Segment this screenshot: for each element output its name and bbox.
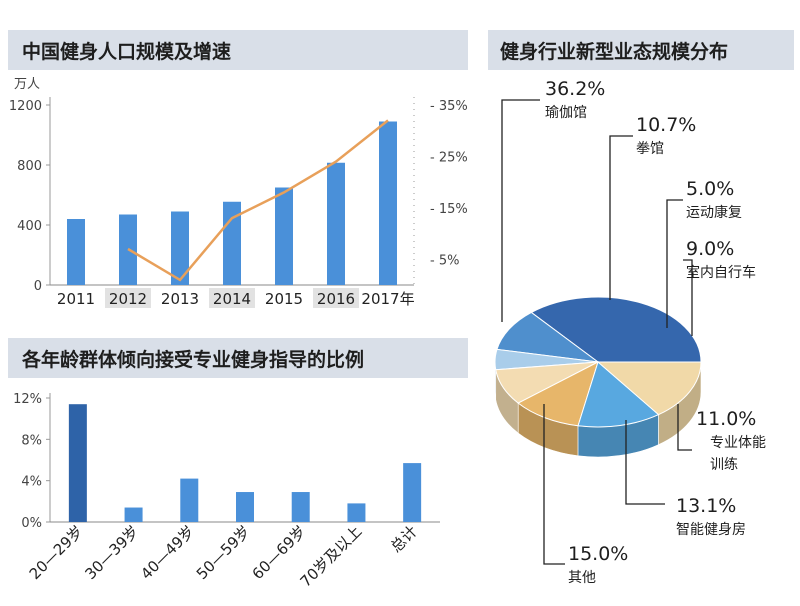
chart1-y2-tick-label: - 25% [430, 150, 468, 165]
chart1-bar [67, 219, 85, 285]
chart1-y2-ticks: - 5% - 15% - 25% - 35% [430, 99, 468, 268]
chart1-bar [327, 162, 345, 285]
pie-leader-line [625, 420, 665, 505]
pie-slice [517, 361, 599, 427]
pie-slices [494, 296, 702, 428]
chart1-x-ticks: 2011 2012 2013 2014 2015 2016 2017年 [57, 290, 415, 308]
pie-pct-label: 15.0% [568, 543, 628, 565]
pie-leader-line [501, 99, 540, 322]
pie-category-label: 专业体能 [710, 435, 766, 451]
pie-pct-label: 11.0% [696, 408, 756, 430]
pie-category-label: 其他 [568, 570, 596, 586]
chart1-y-tick-label: 400 [17, 219, 42, 234]
chart1-x-tick-label: 2013 [161, 290, 199, 308]
chart1-bar [275, 187, 293, 285]
pie-leader-line [677, 404, 692, 451]
pie-category-label: 训练 [710, 457, 738, 473]
chart2-bar [236, 492, 254, 522]
chart1-ylabel: 万人 [14, 77, 40, 92]
pie-category-label: 瑜伽馆 [545, 105, 587, 121]
pie-category-label: 智能健身房 [676, 522, 746, 538]
chart2-y-tick-label: 8% [21, 433, 42, 448]
chart2-y-tick-label: 12% [13, 392, 42, 407]
chart1-year-bands [105, 288, 359, 308]
chart3-title-bar [488, 30, 794, 70]
chart2-x-tick-label: 总计 [387, 522, 421, 556]
chart1-x-tick-label: 2012 [109, 290, 147, 308]
chart1-y2-tick-label: - 35% [430, 99, 468, 114]
chart1-year-band [105, 288, 151, 308]
chart1-x-tick-label: 2016 [317, 290, 355, 308]
pie-leader-line [683, 259, 693, 336]
chart2-bar [403, 463, 422, 522]
pie-category-label: 拳馆 [636, 141, 664, 157]
chart1-y2-tick-label: - 15% [430, 202, 468, 217]
chart1-y2-tick-label: - 5% [430, 253, 459, 268]
chart2-y-tick-label: 4% [21, 475, 42, 490]
chart1-year-band [313, 288, 359, 308]
pie-pct-label: 9.0% [686, 238, 734, 260]
pie-pct-label: 13.1% [676, 495, 736, 517]
chart1-y-tick-label: 0 [34, 279, 42, 294]
chart1-growth-line [127, 119, 389, 282]
chart1-year-band [209, 288, 255, 308]
chart1-y-ticks: 0 400 800 1200 [9, 99, 50, 294]
chart2-x-tick-label: 20—29岁 [26, 522, 87, 583]
pie-slice [530, 296, 702, 363]
chart3-title: 健身行业新型业态规模分布 [500, 40, 728, 63]
chart1-x-tick-label: 2011 [57, 290, 95, 308]
pie-slice [496, 311, 600, 363]
chart1-bar [379, 121, 397, 285]
pie-pct-label: 5.0% [686, 178, 734, 200]
pie-leader-line [609, 135, 633, 300]
chart1-bars [67, 121, 397, 285]
chart2-bar [347, 503, 366, 522]
pie-pct-label: 36.2% [545, 78, 605, 100]
pie-leader-lines [501, 99, 693, 565]
pie-category-label: 运动康复 [686, 204, 742, 221]
chart2-title-bar [8, 338, 468, 378]
chart2-y-ticks: 0% 4% 8% 12% [13, 392, 50, 531]
chart2-title: 各年龄群体倾向接受专业健身指导的比例 [21, 348, 364, 371]
chart1-title-bar [8, 30, 468, 70]
chart2-x-tick-label: 40—49岁 [137, 522, 198, 583]
pie-slice [596, 361, 702, 416]
chart1-x-tick-label: 2017年 [361, 290, 414, 308]
pie-labels: 36.2% 瑜伽馆 10.7% 拳馆 5.0% 运动康复 9.0% 室内自行车 11.0% 专业体… [545, 78, 766, 586]
pie-leader-line [543, 404, 565, 565]
chart1-x-tick-label: 2015 [265, 290, 303, 308]
chart2-bar [291, 492, 310, 522]
chart2-x-tick-label: 50—59岁 [193, 522, 254, 583]
chart2-bar [180, 478, 199, 522]
chart1-title: 中国健身人口规模及增速 [22, 40, 231, 63]
pie-slice [577, 361, 660, 428]
chart2-bar [124, 507, 143, 522]
chart2-y-tick-label: 0% [21, 516, 42, 531]
chart1-y-tick-label: 1200 [9, 99, 42, 114]
pie-side-walls [494, 361, 702, 458]
pie-category-label: 室内自行车 [686, 264, 756, 281]
chart2-bar [68, 404, 87, 522]
chart1-bar [171, 211, 189, 285]
pie-pct-label: 10.7% [636, 114, 696, 136]
pie-leader-line [666, 199, 683, 328]
chart1-x-tick-label: 2014 [213, 290, 251, 308]
chart2-bars [68, 404, 422, 522]
chart2-x-tick-label: 30—39岁 [81, 522, 142, 583]
chart1-y-tick-label: 800 [17, 159, 42, 174]
